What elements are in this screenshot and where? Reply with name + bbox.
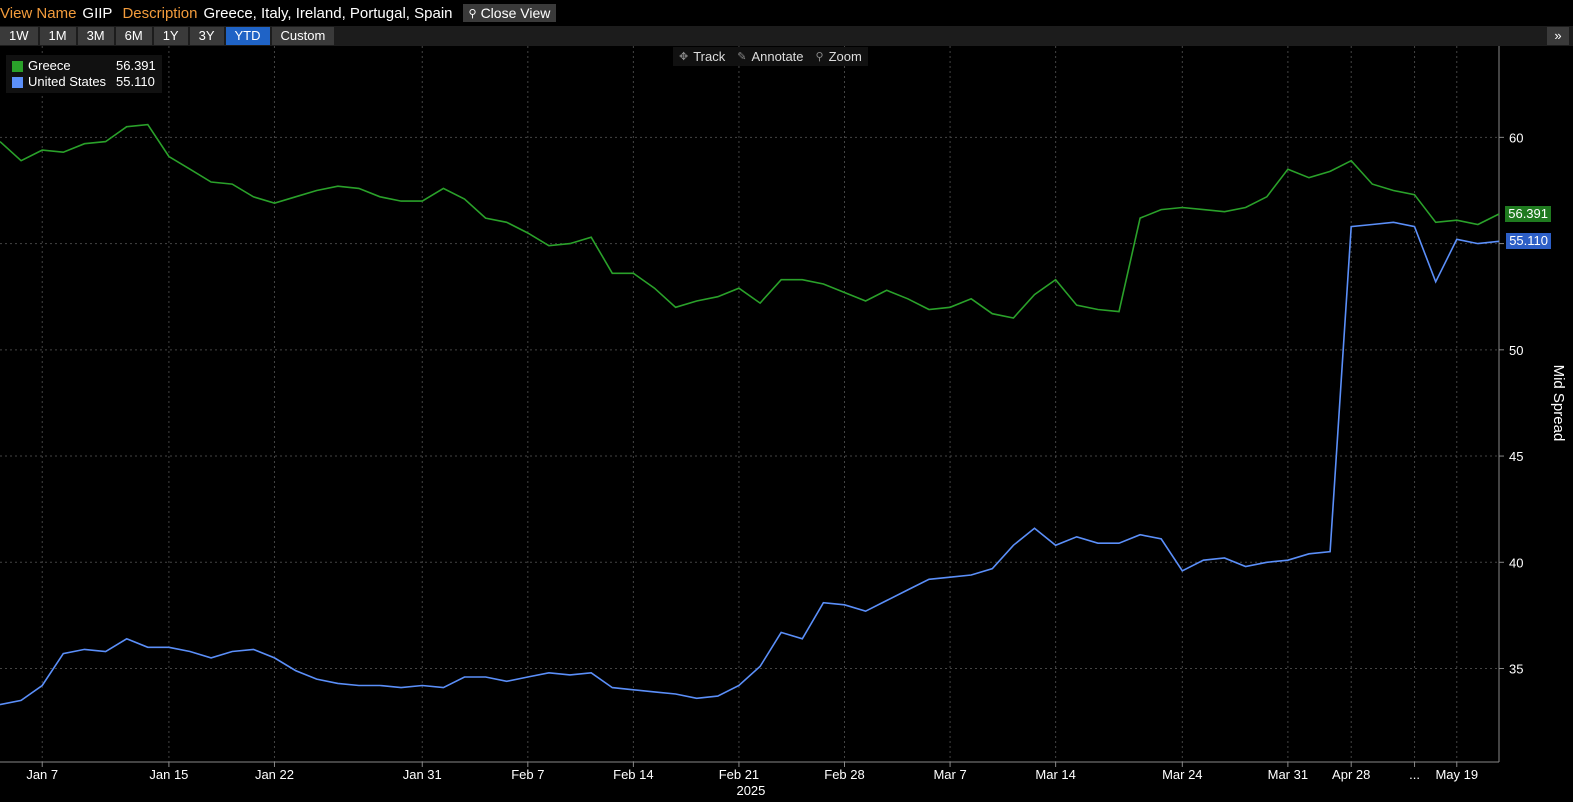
y-tick-label: 45 <box>1509 449 1523 464</box>
legend-swatch-us <box>12 76 23 88</box>
legend-name: Greece <box>28 58 71 73</box>
crosshair-icon: ✥ <box>679 51 689 63</box>
close-view-label: Close View <box>480 5 551 21</box>
range-button-6m[interactable]: 6M <box>115 27 152 45</box>
x-tick-label: Jan 7 <box>26 767 58 782</box>
range-button-1y[interactable]: 1Y <box>153 27 188 45</box>
legend-swatch-greece <box>12 60 23 72</box>
series-line-us[interactable] <box>0 221 1500 706</box>
x-tick-label: Jan 15 <box>149 767 188 782</box>
range-button-3m[interactable]: 3M <box>77 27 114 45</box>
range-button-3y[interactable]: 3Y <box>189 27 224 45</box>
range-button-ytd[interactable]: YTD <box>225 27 270 45</box>
range-button-1w[interactable]: 1W <box>0 27 38 45</box>
zoom-label: Zoom <box>828 49 862 64</box>
view-name-value: GIIP <box>82 4 113 22</box>
track-tool-button[interactable]: ✥ Track <box>673 47 731 66</box>
last-value-tag-greece: 56.391 <box>1505 206 1551 223</box>
x-tick-label: Feb 21 <box>719 767 759 782</box>
range-button-group: 1W 1M 3M 6M 1Y 3Y YTD Custom <box>0 27 336 45</box>
x-tick-label: Feb 14 <box>613 767 653 782</box>
y-tick-label: 35 <box>1509 662 1523 677</box>
x-axis-label: 2025 <box>736 783 765 798</box>
legend-item-us[interactable]: United States 55.110 <box>12 74 156 90</box>
x-tick-label: Mar 31 <box>1268 767 1308 782</box>
track-label: Track <box>693 49 726 64</box>
description-label: Description <box>122 4 198 22</box>
expand-chevron-icon[interactable]: » <box>1547 27 1569 45</box>
range-button-custom[interactable]: Custom <box>271 27 335 45</box>
x-tick-label: Jan 22 <box>255 767 294 782</box>
legend-name: United States <box>28 74 107 89</box>
x-tick-label: Mar 7 <box>933 767 966 782</box>
binoculars-icon: ⚲ <box>468 7 477 20</box>
range-button-1m[interactable]: 1M <box>39 27 76 45</box>
x-tick-label: Feb 28 <box>824 767 864 782</box>
x-tick-label: Mar 24 <box>1162 767 1202 782</box>
y-axis-label: Mid Spread <box>1550 365 1567 442</box>
legend-value: 56.391 <box>116 58 156 73</box>
series-line-greece[interactable] <box>0 123 1500 319</box>
x-tick-label: Apr 28 <box>1332 767 1370 782</box>
x-tick-label: May 19 <box>1435 767 1478 782</box>
annotate-tool-button[interactable]: ✎ Annotate <box>731 47 809 66</box>
zoom-tool-button[interactable]: ⚲ Zoom <box>810 47 868 66</box>
chart-tools: ✥ Track ✎ Annotate ⚲ Zoom <box>673 47 868 66</box>
last-value-tag-us: 55.110 <box>1506 233 1551 250</box>
range-toolbar: 1W 1M 3M 6M 1Y 3Y YTD Custom » <box>0 26 1573 46</box>
magnifier-icon: ⚲ <box>815 51 824 63</box>
x-tick-label: ... <box>1409 767 1420 782</box>
annotate-label: Annotate <box>751 49 804 64</box>
legend-value: 55.110 <box>116 74 155 89</box>
description-value: Greece, Italy, Ireland, Portugal, Spain <box>203 4 453 22</box>
legend-item-greece[interactable]: Greece 56.391 <box>12 58 156 74</box>
y-tick-label: 40 <box>1509 555 1523 570</box>
x-tick-label: Mar 14 <box>1035 767 1075 782</box>
pencil-icon: ✎ <box>737 51 747 63</box>
y-tick-label: 60 <box>1509 130 1523 145</box>
chart-legend: Greece 56.391 United States 55.110 <box>6 55 162 93</box>
close-view-button[interactable]: ⚲ Close View <box>462 4 557 22</box>
view-name-label: View Name <box>0 4 77 22</box>
view-header: View Name GIIP Description Greece, Italy… <box>0 0 1573 26</box>
x-tick-label: Jan 31 <box>403 767 442 782</box>
x-tick-label: Feb 7 <box>511 767 544 782</box>
y-tick-label: 50 <box>1509 343 1523 358</box>
